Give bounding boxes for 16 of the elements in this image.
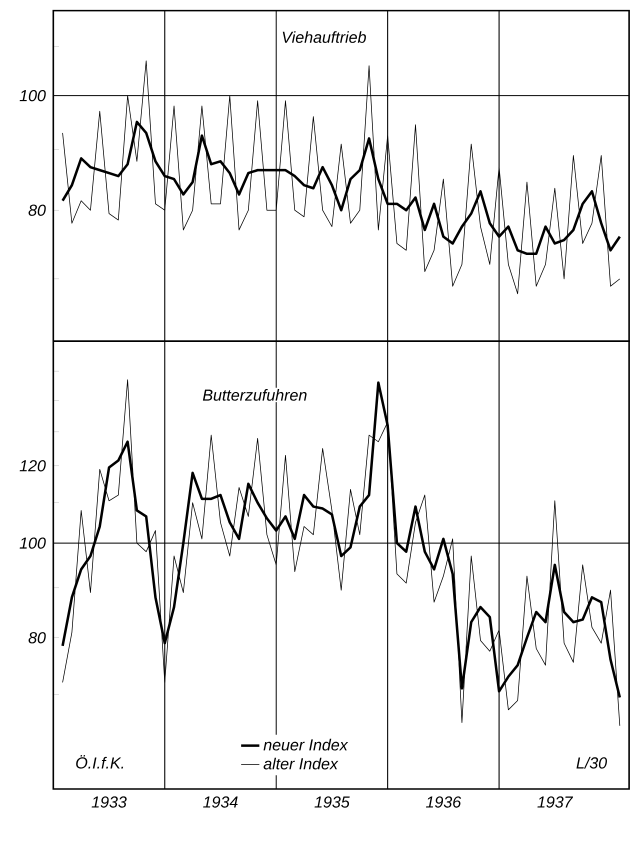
y-tick-label: 120: [20, 460, 46, 472]
x-tick-label: 1937: [538, 796, 574, 808]
text: Viehauftrieb: [282, 31, 366, 43]
x-tick-label: 1935: [314, 796, 350, 808]
y-tick-label: 80: [28, 204, 46, 216]
text: Butterzufuhren: [203, 389, 307, 401]
x-tick-label: 1936: [426, 796, 462, 808]
annotation: L/30: [576, 756, 608, 769]
y-tick-label: 100: [20, 537, 46, 549]
x-tick-label: 1934: [203, 796, 238, 808]
y-tick-label: 100: [20, 90, 46, 102]
annotation: Ö.I.f.K.: [76, 755, 124, 769]
y-tick-label: 80: [28, 632, 46, 644]
x-tick-label: 1933: [92, 796, 127, 808]
legend-label: neuer Index: [264, 738, 348, 751]
legend-label: alter Index: [264, 758, 339, 770]
